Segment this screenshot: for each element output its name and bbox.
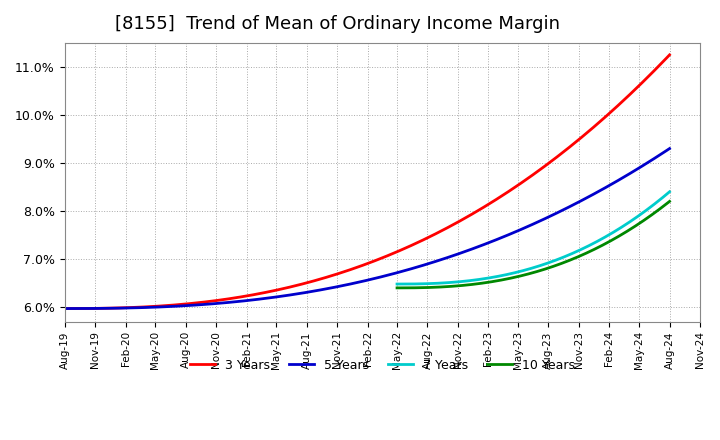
Text: [8155]  Trend of Mean of Ordinary Income Margin: [8155] Trend of Mean of Ordinary Income … (115, 15, 560, 33)
Line: 5 Years: 5 Years (65, 149, 670, 308)
Legend: 3 Years, 5 Years, 7 Years, 10 Years: 3 Years, 5 Years, 7 Years, 10 Years (185, 354, 580, 377)
Line: 10 Years: 10 Years (397, 202, 670, 288)
Line: 7 Years: 7 Years (397, 192, 670, 284)
Line: 3 Years: 3 Years (65, 55, 670, 308)
